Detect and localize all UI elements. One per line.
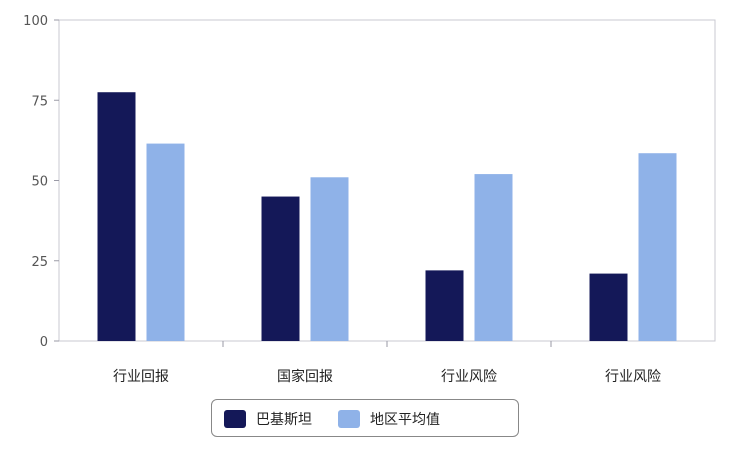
legend-item-series-1: 巴基斯坦 bbox=[224, 408, 312, 430]
y-tick-label: 25 bbox=[31, 255, 48, 270]
y-tick-label: 0 bbox=[40, 335, 48, 350]
y-tick-label: 100 bbox=[23, 14, 48, 29]
category-labels: 行业回报 国家回报 行业风险 行业风险 bbox=[113, 368, 661, 385]
x-category-label: 行业风险 bbox=[605, 369, 661, 385]
bar-2-2 bbox=[310, 177, 349, 341]
x-category-label: 国家回报 bbox=[277, 368, 333, 385]
bar-1-1 bbox=[97, 92, 136, 341]
legend-swatch-series-2 bbox=[338, 410, 360, 428]
x-category-label: 行业风险 bbox=[441, 369, 497, 385]
bar-1-2 bbox=[261, 196, 300, 341]
bar-2-4 bbox=[638, 153, 677, 341]
legend-swatch-series-1 bbox=[224, 410, 246, 428]
bar-2-1 bbox=[146, 143, 185, 341]
y-axis: 0 25 50 75 100 bbox=[23, 14, 59, 350]
x-axis bbox=[222, 341, 552, 347]
y-tick-label: 75 bbox=[31, 94, 48, 109]
legend-label-series-2: 地区平均值 bbox=[370, 412, 440, 428]
legend-item-series-2: 地区平均值 bbox=[338, 408, 440, 430]
bar-1-4 bbox=[589, 273, 628, 341]
bar-1-3 bbox=[425, 270, 464, 341]
bar-2-3 bbox=[474, 174, 513, 341]
legend: 巴基斯坦 地区平均值 bbox=[211, 399, 519, 437]
x-category-label: 行业回报 bbox=[113, 369, 169, 385]
y-tick-label: 50 bbox=[31, 175, 48, 190]
legend-label-series-1: 巴基斯坦 bbox=[256, 412, 312, 428]
bars-group bbox=[97, 92, 677, 341]
